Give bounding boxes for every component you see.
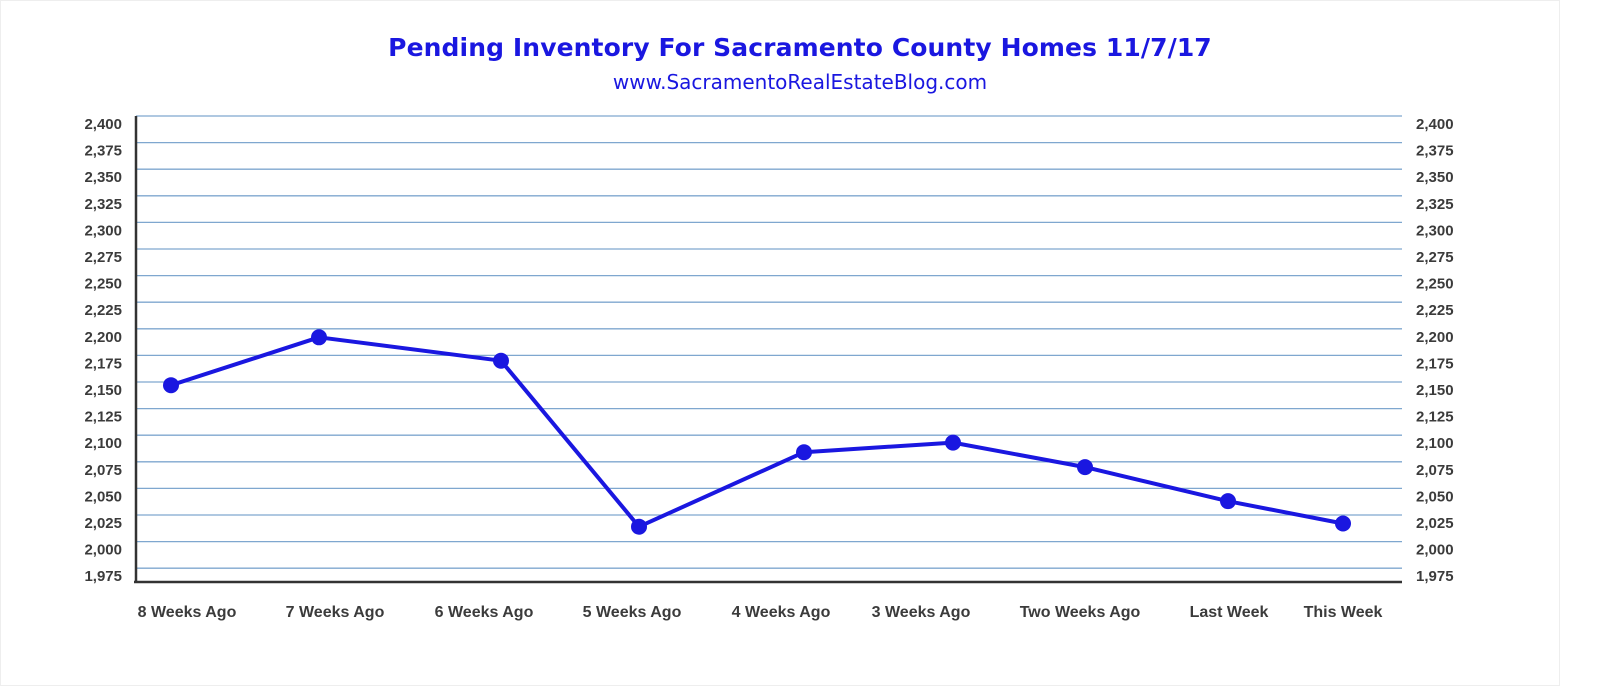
y-tick-label-right: 1,975: [1416, 568, 1454, 585]
chart-subtitle: www.SacramentoRealEstateBlog.com: [612, 70, 988, 94]
y-tick-label-right: 2,325: [1416, 196, 1454, 213]
y-tick-label-right: 2,075: [1416, 462, 1454, 479]
data-point: [163, 377, 179, 394]
x-tick-label: Last Week: [1190, 604, 1269, 621]
x-tick-label: This Week: [1304, 604, 1383, 621]
data-point: [631, 518, 647, 535]
y-tick-label-left: 2,150: [84, 382, 122, 399]
y-tick-label-left: 2,375: [84, 143, 122, 160]
x-tick-label: Two Weeks Ago: [1020, 604, 1141, 621]
y-tick-label-right: 2,250: [1416, 276, 1454, 293]
data-point: [311, 329, 327, 346]
y-tick-label-right: 2,275: [1416, 249, 1454, 266]
data-point: [945, 434, 961, 451]
x-tick-label: 7 Weeks Ago: [286, 604, 385, 621]
y-tick-label-left: 2,400: [84, 116, 122, 133]
y-tick-label-right: 2,000: [1416, 542, 1454, 559]
y-tick-label-right: 2,175: [1416, 355, 1454, 372]
y-tick-label-right: 2,375: [1416, 143, 1454, 160]
y-tick-label-right: 2,100: [1416, 435, 1454, 452]
y-tick-label-right: 2,300: [1416, 222, 1454, 239]
y-tick-label-left: 2,175: [84, 355, 122, 372]
y-tick-label-left: 2,350: [84, 169, 122, 186]
y-tick-label-right: 2,050: [1416, 488, 1454, 505]
y-tick-label-left: 2,250: [84, 276, 122, 293]
y-tick-label-left: 2,325: [84, 196, 122, 213]
x-tick-label: 5 Weeks Ago: [583, 604, 682, 621]
y-tick-label-left: 2,100: [84, 435, 122, 452]
y-tick-label-left: 2,025: [84, 515, 122, 532]
y-tick-label-right: 2,400: [1416, 116, 1454, 133]
x-tick-label: 6 Weeks Ago: [435, 604, 534, 621]
x-tick-label: 4 Weeks Ago: [732, 604, 831, 621]
data-point: [493, 352, 509, 369]
y-tick-label-left: 2,125: [84, 409, 122, 426]
y-tick-label-left: 2,075: [84, 462, 122, 479]
x-tick-label: 3 Weeks Ago: [872, 604, 971, 621]
y-tick-label-right: 2,125: [1416, 409, 1454, 426]
y-tick-label-left: 2,000: [84, 542, 122, 559]
chart-frame: [0, 0, 1560, 686]
series-line: [170, 335, 1344, 529]
data-point: [796, 444, 812, 461]
data-point: [1220, 493, 1236, 510]
x-tick-label: 8 Weeks Ago: [138, 604, 237, 621]
data-point: [1077, 459, 1093, 476]
chart-title: Pending Inventory For Sacramento County …: [388, 33, 1212, 62]
y-tick-label-left: 2,200: [84, 329, 122, 346]
y-tick-label-left: 2,300: [84, 222, 122, 239]
y-tick-label-right: 2,350: [1416, 169, 1454, 186]
y-tick-label-left: 2,050: [84, 488, 122, 505]
y-tick-label-right: 2,150: [1416, 382, 1454, 399]
y-tick-label-left: 1,975: [84, 568, 122, 585]
y-tick-label-left: 2,275: [84, 249, 122, 266]
y-tick-label-right: 2,200: [1416, 329, 1454, 346]
data-point: [1335, 515, 1351, 532]
y-tick-label-right: 2,025: [1416, 515, 1454, 532]
y-tick-label-right: 2,225: [1416, 302, 1454, 319]
y-tick-label-left: 2,225: [84, 302, 122, 319]
